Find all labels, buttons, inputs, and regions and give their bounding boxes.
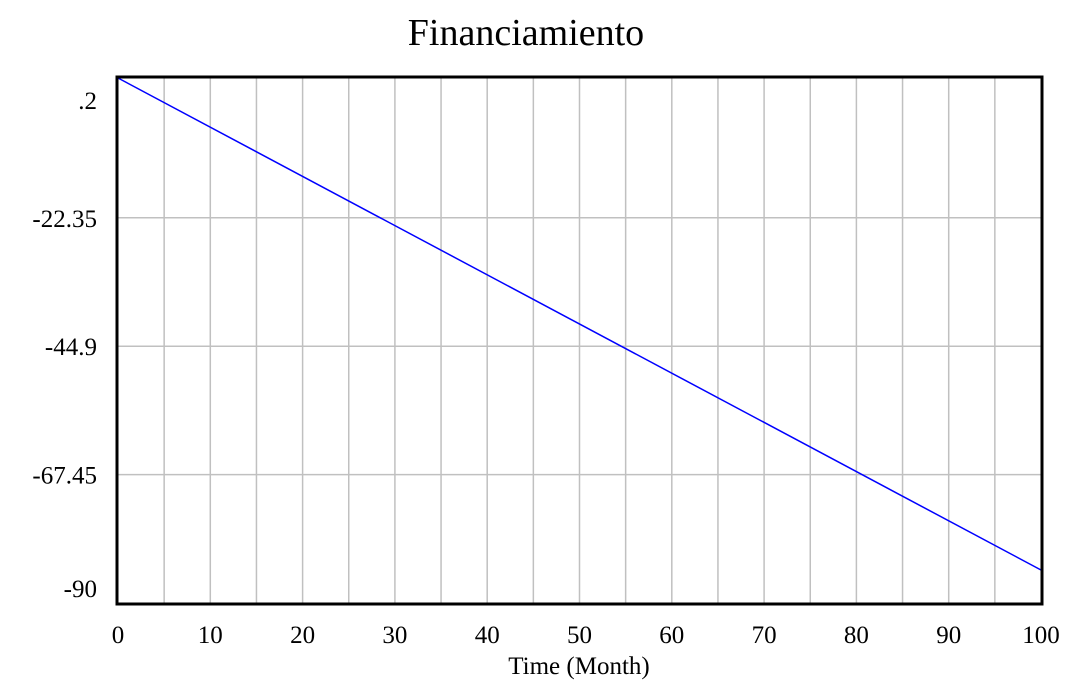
x-tick-label: 100	[1022, 622, 1060, 649]
x-tick-label: 40	[475, 622, 500, 649]
y-axis-tick-labels: .2 -22.35 -44.9 -67.45 -90	[32, 88, 97, 603]
x-tick-label: 90	[936, 622, 961, 649]
y-tick-label: -44.9	[45, 334, 97, 361]
x-tick-label: 20	[290, 622, 315, 649]
chart-title: Financiamiento	[408, 12, 644, 54]
plot-frame	[115, 75, 1044, 606]
y-tick-label: -22.35	[32, 206, 97, 233]
grid	[118, 78, 1041, 603]
series-layer	[117, 77, 1042, 571]
y-tick-label: -90	[64, 576, 97, 603]
series-line	[117, 77, 1042, 571]
x-tick-label: 0	[112, 622, 125, 649]
x-axis-label: Time (Month)	[508, 653, 649, 680]
y-tick-label: -67.45	[32, 463, 97, 490]
x-tick-label: 30	[382, 622, 407, 649]
y-tick-label: .2	[78, 88, 97, 115]
x-tick-label: 60	[659, 622, 684, 649]
x-tick-label: 70	[752, 622, 777, 649]
x-axis-tick-labels: 0 10 20 30 40 50 60 70 80 90 100	[112, 622, 1060, 649]
x-tick-label: 10	[198, 622, 223, 649]
x-tick-label: 50	[567, 622, 592, 649]
x-tick-label: 80	[844, 622, 869, 649]
